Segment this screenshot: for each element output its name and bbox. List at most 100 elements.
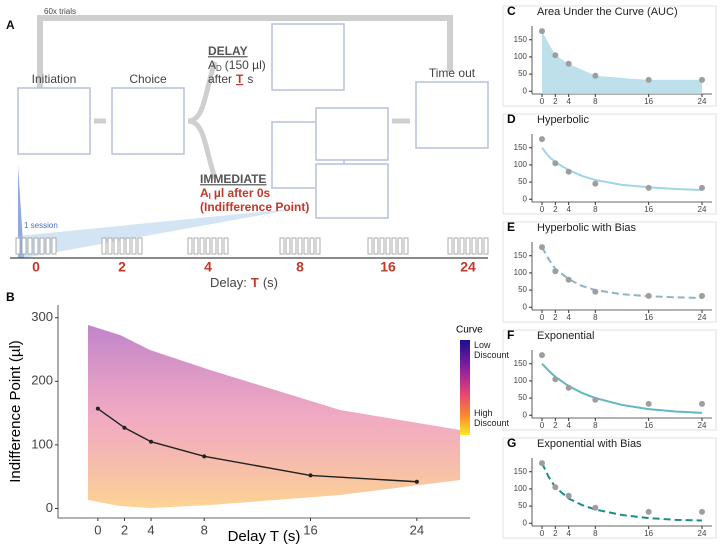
legend-colorbar: [460, 340, 470, 435]
x-tick-label: 2: [553, 313, 558, 322]
x-tick-label: 8: [201, 522, 208, 537]
indifference-label: (Indifference Point): [200, 200, 309, 214]
y-tick-label: 150: [514, 251, 528, 260]
panel-a-diagram: [10, 15, 489, 259]
x-tick-label: 4: [566, 97, 571, 106]
text: I: [209, 192, 211, 201]
x-tick-label: 0: [540, 421, 545, 430]
y-tick-label: 0: [523, 86, 528, 95]
data-point: [645, 76, 652, 83]
fit-curve: [541, 147, 703, 191]
x-tick-label: 2: [553, 97, 558, 106]
stage-label: Initiation: [32, 72, 77, 86]
y-tick-label: 0: [523, 194, 528, 203]
mean-line: [97, 408, 417, 483]
y-tick-label: 150: [514, 35, 528, 44]
session-strip: [45, 237, 51, 255]
x-tick-label: 4: [566, 205, 571, 214]
session-strip: [131, 237, 137, 255]
session-strip: [119, 237, 125, 255]
text: T: [236, 72, 244, 86]
session-strip: [137, 237, 143, 255]
y-tick-label: 50: [518, 69, 527, 78]
delay-label: 2: [118, 259, 126, 275]
session-strip: [471, 237, 477, 255]
session-strip: [459, 237, 465, 255]
data-point: [699, 292, 705, 299]
text: D: [216, 64, 222, 73]
session-strip: [447, 237, 453, 255]
panel-letter: C: [507, 4, 516, 18]
data-point: [645, 400, 652, 407]
y-tick-label: 300: [31, 309, 53, 324]
data-point: [539, 28, 545, 35]
session-strip: [477, 237, 483, 255]
session-strip: [205, 237, 211, 255]
session-strip: [33, 237, 39, 255]
session-wedge: [18, 165, 24, 258]
data-point: [565, 384, 572, 391]
x-tick-label: 2: [553, 205, 558, 214]
text: Delay:: [210, 275, 247, 290]
axis-label: Delay: T (s): [210, 275, 278, 290]
auc-area: [542, 31, 702, 94]
panel-frame: [502, 221, 717, 323]
x-tick-label: 24: [698, 313, 707, 322]
session-strip: [297, 237, 303, 255]
stage-box: [17, 87, 91, 155]
stage-box: [315, 107, 389, 161]
data-point: [592, 288, 599, 295]
stage-label: Choice: [129, 72, 167, 86]
session-strip: [211, 237, 217, 255]
x-tick-label: 16: [644, 313, 653, 322]
legend-label: High Discount: [474, 408, 510, 428]
mean-point: [149, 439, 154, 444]
y-tick-label: 50: [518, 177, 527, 186]
session-strip: [315, 237, 321, 255]
arrow: [187, 61, 218, 179]
text: s: [247, 72, 253, 86]
panel-frame: [502, 329, 717, 431]
x-tick-label: 24: [698, 421, 707, 430]
x-tick-label: 8: [593, 313, 598, 322]
data-point: [552, 160, 559, 167]
x-tick-label: 24: [698, 97, 707, 106]
panel-letter: G: [507, 436, 516, 450]
data-point: [552, 376, 559, 383]
y-tick-label: 200: [31, 373, 53, 388]
delay-label: 8: [296, 259, 304, 275]
panel-letter: E: [507, 220, 515, 234]
data-point: [552, 268, 559, 275]
text: µl after 0s: [214, 186, 271, 200]
x-tick-label: 8: [593, 205, 598, 214]
panel-a-text: A 60x trials Initiation Choice Time out …: [6, 7, 476, 290]
x-tick-label: 4: [147, 522, 154, 537]
session-strip: [223, 237, 229, 255]
data-point: [699, 76, 705, 83]
session-strip: [101, 237, 107, 255]
text: A: [200, 186, 209, 200]
session-strip: [397, 237, 403, 255]
panel-frame: [502, 113, 717, 215]
x-tick-label: 0: [540, 529, 545, 538]
text: after: [208, 72, 232, 86]
delay-label: 4: [204, 259, 212, 275]
x-tick-label: 8: [593, 421, 598, 430]
x-tick-label: 4: [566, 529, 571, 538]
session-strip: [291, 237, 297, 255]
y-tick-label: 0: [523, 518, 528, 527]
session-strip: [21, 237, 27, 255]
panel-title: Hyperbolic with Bias: [537, 222, 637, 234]
x-tick-label: 4: [566, 313, 571, 322]
y-tick-label: 150: [514, 359, 528, 368]
y-tick-label: 100: [514, 52, 528, 61]
data-point: [592, 396, 599, 403]
session-strip: [303, 237, 309, 255]
session-strip: [27, 237, 33, 255]
panel-frame: [502, 5, 717, 107]
x-tick-label: 16: [644, 205, 653, 214]
x-tick-label: 8: [593, 529, 598, 538]
y-tick-label: 150: [514, 143, 528, 152]
x-tick-label: 16: [644, 529, 653, 538]
x-tick-label: 2: [121, 522, 128, 537]
